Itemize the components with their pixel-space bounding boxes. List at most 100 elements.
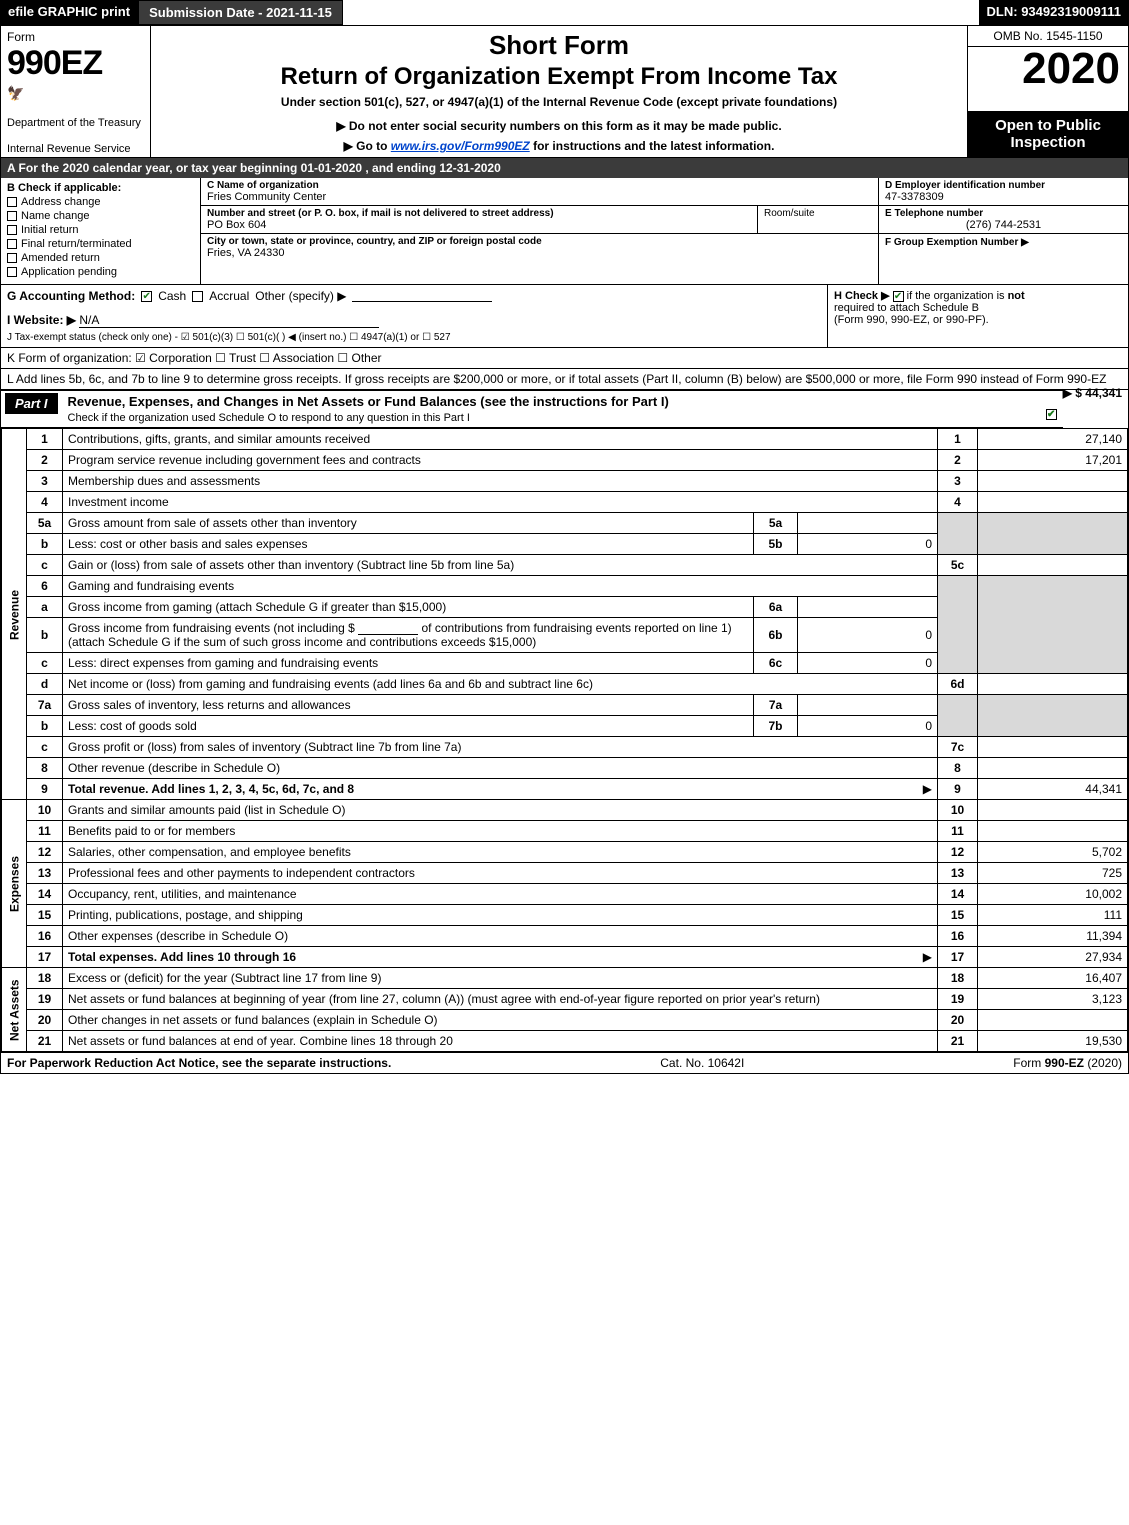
box-c: C Name of organization Fries Community C… (201, 178, 878, 284)
line-6c-subval: 0 (798, 653, 938, 674)
line-18-amt: 16,407 (978, 968, 1128, 989)
checkbox-amended[interactable] (7, 253, 17, 263)
h-label: H Check ▶ (834, 290, 890, 302)
checkbox-accrual[interactable] (192, 291, 203, 302)
line-9-num: 9 (938, 779, 978, 800)
shade-5b (978, 513, 1128, 555)
section-expenses: Expenses (2, 800, 27, 968)
part-i-table: Revenue 1 Contributions, gifts, grants, … (1, 428, 1128, 1052)
line-3-no: 3 (27, 471, 63, 492)
part-i-title-text: Revenue, Expenses, and Changes in Net As… (68, 394, 669, 409)
line-6-no: 6 (27, 576, 63, 597)
line-6b-desc: Gross income from fundraising events (no… (63, 618, 754, 653)
line-7b-subno: 7b (754, 716, 798, 737)
row-j: J Tax-exempt status (check only one) - ☑… (7, 332, 821, 343)
lbl-initial-return: Initial return (21, 224, 78, 236)
h-text3: required to attach Schedule B (834, 302, 979, 314)
line-12-amt: 5,702 (978, 842, 1128, 863)
line-4-no: 4 (27, 492, 63, 513)
lbl-name-change: Name change (21, 210, 90, 222)
checkbox-schedule-o[interactable] (1046, 409, 1057, 420)
line-6b-subval: 0 (798, 618, 938, 653)
line-11-desc: Benefits paid to or for members (63, 821, 938, 842)
line-6c-subno: 6c (754, 653, 798, 674)
row-h: H Check ▶ if the organization is not req… (828, 285, 1128, 347)
shade-5 (938, 513, 978, 555)
line-17-desc-text: Total expenses. Add lines 10 through 16 (68, 950, 296, 964)
shade-7a (938, 695, 978, 737)
line-21-num: 21 (938, 1031, 978, 1052)
line-6c-desc: Less: direct expenses from gaming and fu… (63, 653, 754, 674)
line-5b-no: b (27, 534, 63, 555)
line-9-desc-text: Total revenue. Add lines 1, 2, 3, 4, 5c,… (68, 782, 354, 796)
line-18-no: 18 (27, 968, 63, 989)
lbl-address-change: Address change (21, 196, 101, 208)
checkbox-initial-return[interactable] (7, 225, 17, 235)
section-net-assets: Net Assets (2, 968, 27, 1052)
line-6d-no: d (27, 674, 63, 695)
line-19-amt: 3,123 (978, 989, 1128, 1010)
box-b: B Check if applicable: Address change Na… (1, 178, 201, 284)
inspect-l1: Open to Public (995, 117, 1101, 134)
line-18-num: 18 (938, 968, 978, 989)
line-4-num: 4 (938, 492, 978, 513)
header-mid: Short Form Return of Organization Exempt… (151, 26, 968, 157)
efile-label[interactable]: efile GRAPHIC print (0, 0, 138, 25)
part-i-tag: Part I (5, 393, 58, 414)
subtitle: Under section 501(c), 527, or 4947(a)(1)… (159, 95, 959, 109)
goto-suffix: for instructions and the latest informat… (533, 139, 774, 153)
ssn-note: ▶ Do not enter social security numbers o… (159, 119, 959, 133)
form-header: Form 990EZ 🦅 Department of the Treasury … (1, 26, 1128, 158)
line-8-desc: Other revenue (describe in Schedule O) (63, 758, 938, 779)
line-20-desc: Other changes in net assets or fund bala… (63, 1010, 938, 1031)
footer-left: For Paperwork Reduction Act Notice, see … (7, 1056, 391, 1070)
checkbox-h[interactable] (893, 291, 904, 302)
ein: 47-3378309 (885, 191, 1122, 203)
other-specify-input[interactable] (352, 290, 492, 302)
row-l: L Add lines 5b, 6c, and 7b to line 9 to … (1, 369, 1128, 390)
line-13-no: 13 (27, 863, 63, 884)
lbl-street: Number and street (or P. O. box, if mail… (207, 208, 751, 219)
irs-link[interactable]: www.irs.gov/Form990EZ (391, 139, 530, 153)
line-11-no: 11 (27, 821, 63, 842)
footer-right-suffix: (2020) (1087, 1056, 1122, 1070)
line-2-desc: Program service revenue including govern… (63, 450, 938, 471)
line-1-amt: 27,140 (978, 429, 1128, 450)
street: PO Box 604 (207, 219, 751, 231)
lbl-pending: Application pending (21, 266, 117, 278)
lbl-cash: Cash (158, 289, 186, 303)
line-14-amt: 10,002 (978, 884, 1128, 905)
line-19-desc: Net assets or fund balances at beginning… (63, 989, 938, 1010)
checkbox-address-change[interactable] (7, 197, 17, 207)
line-7a-desc: Gross sales of inventory, less returns a… (63, 695, 754, 716)
checkbox-final-return[interactable] (7, 239, 17, 249)
shade-7b (978, 695, 1128, 737)
lbl-phone: E Telephone number (885, 208, 1122, 219)
line-6-desc: Gaming and fundraising events (63, 576, 938, 597)
line-4-amt (978, 492, 1128, 513)
footer-mid: Cat. No. 10642I (660, 1056, 744, 1070)
line-17-amt: 27,934 (978, 947, 1128, 968)
lbl-ein: D Employer identification number (885, 180, 1122, 191)
line-12-no: 12 (27, 842, 63, 863)
line-6b-blank[interactable] (358, 623, 418, 635)
line-7c-amt (978, 737, 1128, 758)
line-6a-subval (798, 597, 938, 618)
footer-right-form: 990-EZ (1045, 1056, 1084, 1070)
line-19-no: 19 (27, 989, 63, 1010)
top-bar: efile GRAPHIC print Submission Date - 20… (0, 0, 1129, 25)
line-12-desc: Salaries, other compensation, and employ… (63, 842, 938, 863)
line-13-num: 13 (938, 863, 978, 884)
return-title: Return of Organization Exempt From Incom… (159, 63, 959, 91)
submission-date: Submission Date - 2021-11-15 (138, 0, 343, 25)
lbl-city: City or town, state or province, country… (207, 236, 872, 247)
box-def: D Employer identification number 47-3378… (878, 178, 1128, 284)
line-7c-num: 7c (938, 737, 978, 758)
header-left: Form 990EZ 🦅 Department of the Treasury … (1, 26, 151, 157)
checkbox-cash[interactable] (141, 291, 152, 302)
checkbox-pending[interactable] (7, 267, 17, 277)
line-15-amt: 111 (978, 905, 1128, 926)
checkbox-name-change[interactable] (7, 211, 17, 221)
goto-prefix: ▶ Go to (344, 139, 391, 153)
line-7c-no: c (27, 737, 63, 758)
